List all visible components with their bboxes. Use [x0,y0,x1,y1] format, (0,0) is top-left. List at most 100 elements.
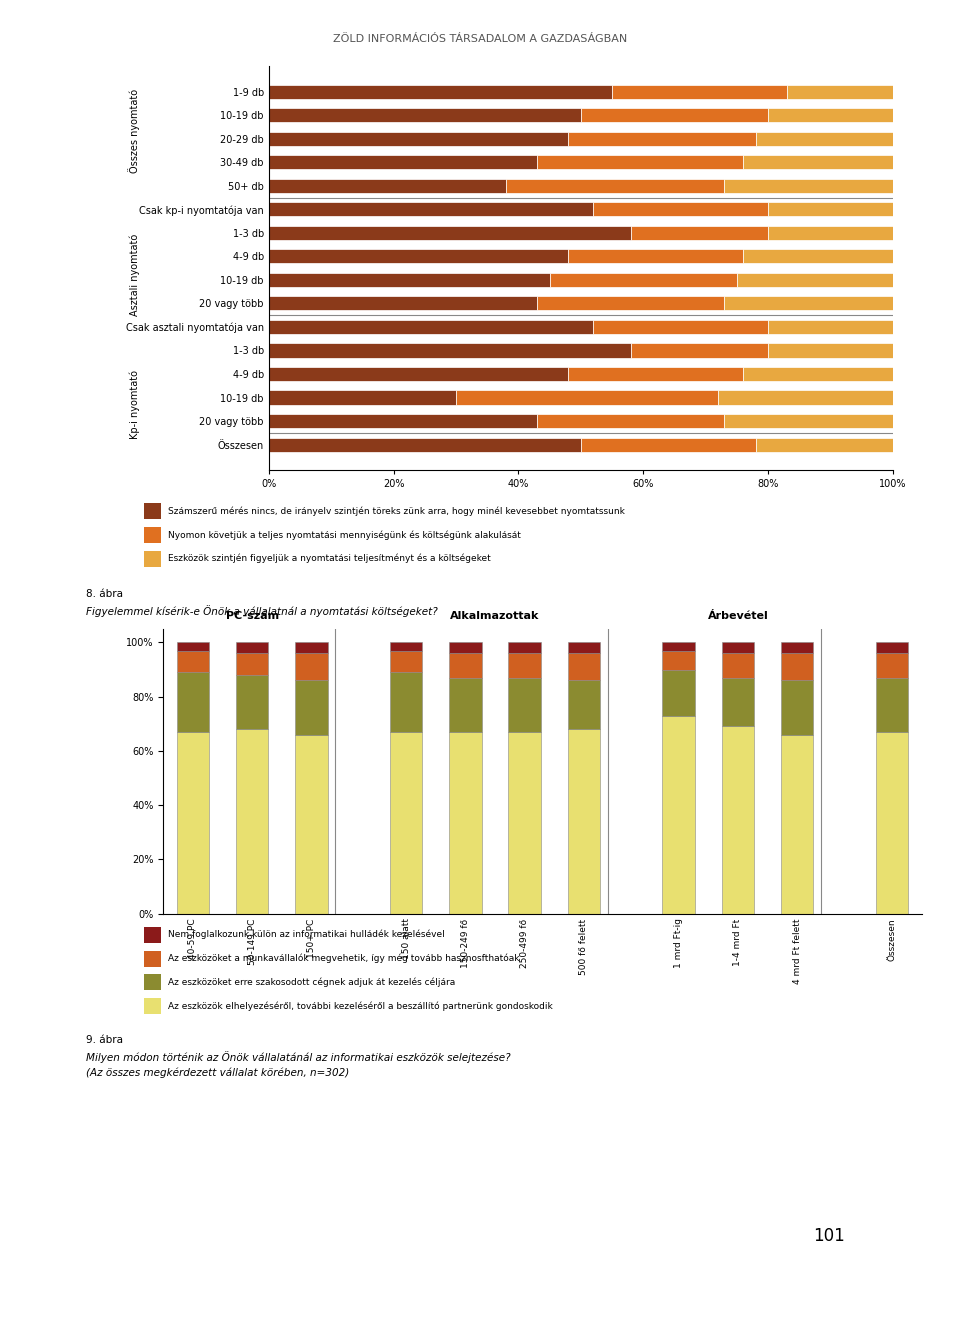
Bar [593,320,768,334]
Bar [662,650,695,670]
Bar [269,249,568,263]
Bar [538,155,743,169]
Bar [722,642,755,653]
Bar [787,85,893,99]
Text: Alkalmazottak: Alkalmazottak [450,610,540,621]
Bar [449,642,482,653]
Bar [581,109,768,122]
Bar [876,678,908,732]
Bar [722,678,755,727]
Text: Az eszközöket a munkavállalók megvehetik, így még tovább hasznosfthatóak: Az eszközöket a munkavállalók megvehetik… [168,953,519,964]
Text: PC-szám: PC-szám [226,610,278,621]
Bar [269,85,612,99]
Bar [780,642,813,653]
Bar [295,653,327,681]
Bar [780,681,813,735]
Text: Árbevétel: Árbevétel [708,610,768,621]
Bar [724,179,893,193]
Bar [631,343,768,357]
Bar [449,732,482,914]
Bar [756,131,893,146]
Bar [737,273,893,287]
Bar [177,650,209,673]
Bar [876,732,908,914]
Bar [567,642,600,653]
Bar [724,414,893,428]
Bar [538,297,724,310]
Text: Nyomon követjük a teljes nyomtatási mennyiségünk és költségünk alakulását: Nyomon követjük a teljes nyomtatási menn… [168,530,521,540]
Bar [593,203,768,216]
Bar [724,297,893,310]
Bar [236,730,269,914]
Bar [269,297,538,310]
Text: Nem foglalkozunk külön az informatikai hulládék kezelésével: Nem foglalkozunk külön az informatikai h… [168,929,444,940]
Bar [768,109,893,122]
Text: Számszerű mérés nincs, de irányelv szintjén töreks zünk arra, hogy minél keveseb: Számszerű mérés nincs, de irányelv szint… [168,506,625,516]
Bar [662,642,695,650]
Bar [449,653,482,678]
Bar [269,273,549,287]
Bar [768,343,893,357]
Bar [568,367,743,381]
Bar [876,642,908,653]
Text: Asztali nyomtató: Asztali nyomtató [130,233,139,315]
Bar [269,320,593,334]
Bar [768,320,893,334]
Text: Eszközök szintjén figyeljük a nyomtatási teljesítményt és a költségeket: Eszközök szintjén figyeljük a nyomtatási… [168,553,491,564]
Bar [449,678,482,732]
Bar [295,735,327,914]
Bar [295,681,327,735]
Bar [549,273,737,287]
Text: 8. ábra: 8. ábra [86,589,124,600]
Bar [631,226,768,240]
Bar [568,131,756,146]
Bar [456,391,718,405]
Bar [390,650,422,673]
Text: Milyen módon történik az Önök vállalatánál az informatikai eszközök selejtezése?: Milyen módon történik az Önök vállalatán… [86,1051,511,1063]
Bar [295,642,327,653]
Bar [269,109,581,122]
Bar [612,85,787,99]
Bar [177,642,209,650]
Text: (Az összes megkérdezett vállalat körében, n=302): (Az összes megkérdezett vállalat körében… [86,1067,349,1078]
Bar [269,226,631,240]
Bar [662,670,695,716]
Bar [269,203,593,216]
Bar [236,642,269,653]
Bar [177,732,209,914]
Text: Az eszközöket erre szakosodott cégnek adjuk át kezelés céljára: Az eszközöket erre szakosodott cégnek ad… [168,977,455,988]
Bar [743,367,893,381]
Text: Kp-i nyomtató: Kp-i nyomtató [130,371,139,440]
Bar [269,155,538,169]
Text: Összes nyomtató: Összes nyomtató [129,89,140,173]
Bar [390,732,422,914]
Bar [567,681,600,730]
Text: 9. ábra: 9. ábra [86,1035,124,1046]
Bar [269,343,631,357]
Bar [756,437,893,451]
Bar [269,437,581,451]
Text: 101: 101 [813,1226,845,1245]
Bar [743,155,893,169]
Bar [568,249,743,263]
Bar [269,131,568,146]
Bar [743,249,893,263]
Bar [567,730,600,914]
Bar [718,391,893,405]
Bar [509,732,540,914]
Text: ZÖLD INFORMÁCIÓS TÁRSADALOM A GAZDASÁGBAN: ZÖLD INFORMÁCIÓS TÁRSADALOM A GAZDASÁGBA… [333,34,627,45]
Bar [506,179,724,193]
Bar [269,391,456,405]
Bar [538,414,724,428]
Bar [509,653,540,678]
Bar [269,414,538,428]
Bar [390,642,422,650]
Text: Az eszközök elhelyezéséről, további kezeléséről a beszállító partnerünk gondosko: Az eszközök elhelyezéséről, további keze… [168,1001,553,1012]
Bar [581,437,756,451]
Bar [390,673,422,732]
Bar [722,727,755,914]
Bar [722,653,755,678]
Bar [269,179,506,193]
Bar [780,653,813,681]
Bar [509,678,540,732]
